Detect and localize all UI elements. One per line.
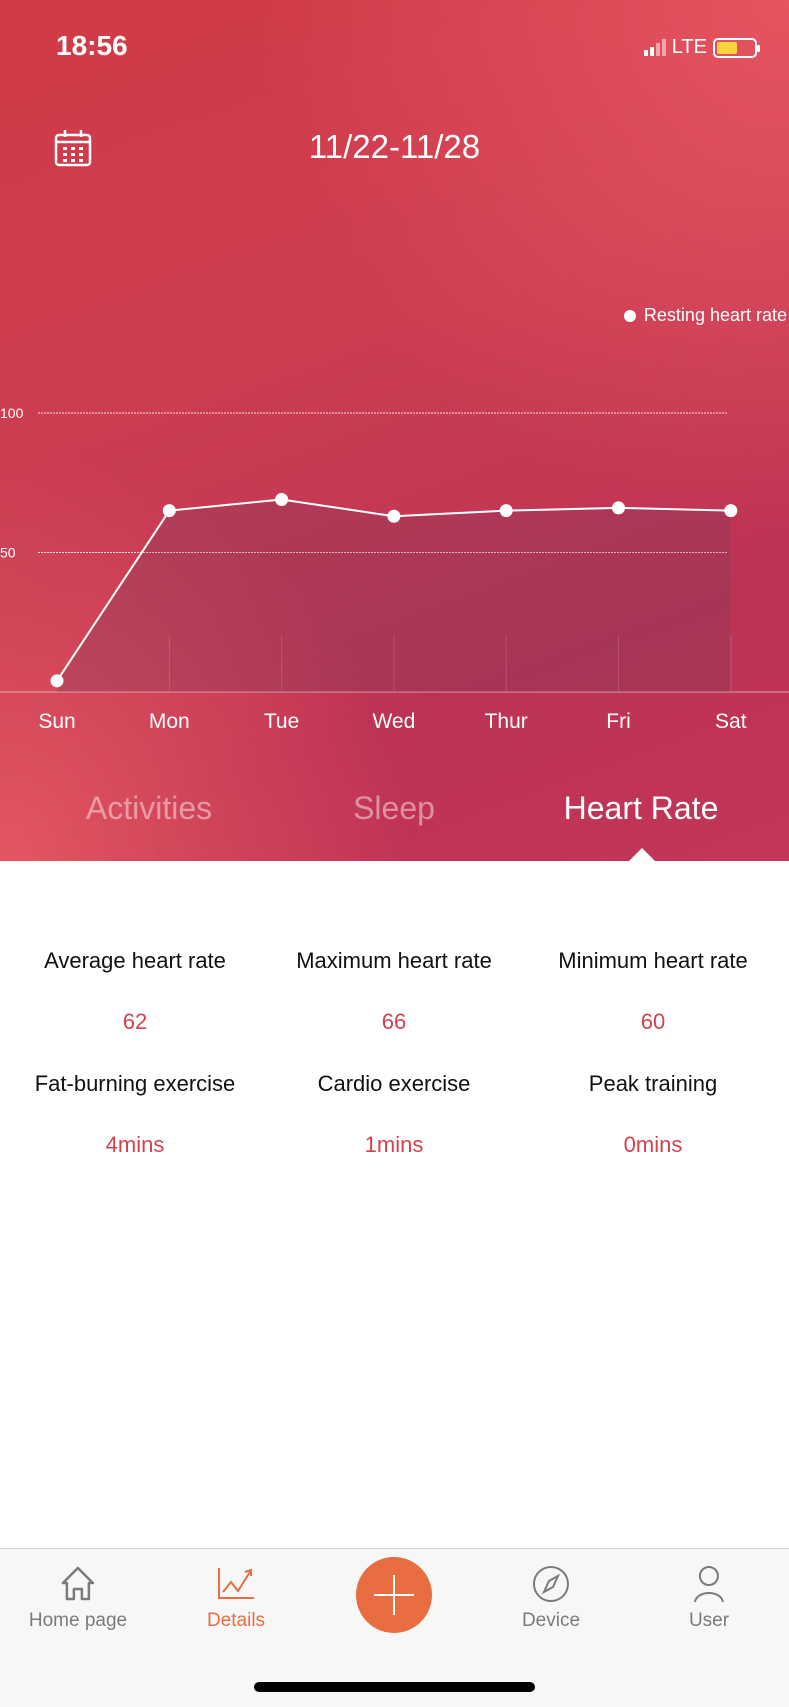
legend-label: Resting heart rate [643, 305, 787, 325]
heart-rate-chart: 100 50 Sun Mon Tue Wed Thur Fri Sat [0, 405, 789, 733]
stat-label: Peak training [588, 1071, 718, 1096]
active-tab-pointer [629, 848, 655, 861]
y-tick-label: 50 [0, 545, 16, 561]
tab-activities[interactable]: Activities [85, 790, 213, 826]
nav-label: Details [206, 1610, 266, 1631]
nav-label: Home page [28, 1610, 128, 1631]
nav-home[interactable]: Home page [29, 1564, 127, 1632]
stat-value: 0mins [623, 1132, 683, 1157]
x-tick-label: Sat [715, 710, 747, 733]
chart-icon [217, 1568, 254, 1599]
x-tick-label: Mon [149, 710, 190, 733]
stat-label: Minimum heart rate [558, 948, 748, 973]
network-label: LTE [671, 36, 707, 58]
x-tick-label: Sun [38, 710, 75, 733]
calendar-icon[interactable] [54, 129, 92, 167]
chart-legend: Resting heart rate [623, 305, 787, 326]
stat-label: Fat-burning exercise [34, 1071, 236, 1096]
stat-value: 1mins [364, 1132, 424, 1157]
x-tick-label: Wed [372, 710, 415, 733]
nav-device[interactable]: Device [522, 1564, 580, 1632]
add-button[interactable] [356, 1557, 432, 1633]
tab-heart-rate[interactable]: Heart Rate [563, 790, 719, 826]
compass-icon [532, 1566, 569, 1602]
data-point [724, 504, 738, 518]
tab-sleep[interactable]: Sleep [353, 790, 435, 826]
data-point [50, 674, 64, 688]
home-icon [61, 1566, 95, 1601]
data-point [499, 504, 513, 518]
y-tick-label: 100 [0, 405, 24, 421]
battery-icon [713, 37, 760, 58]
home-indicator[interactable] [254, 1682, 535, 1692]
x-tick-label: Fri [606, 710, 631, 733]
signal-icon [643, 39, 666, 56]
status-icons: LTE [643, 36, 760, 59]
x-tick-label: Tue [264, 710, 299, 733]
data-point [387, 509, 401, 523]
nav-details[interactable]: Details [207, 1564, 265, 1632]
date-range[interactable]: 11/22-11/28 [308, 128, 481, 165]
stat-value: 66 [381, 1009, 407, 1034]
data-point [162, 504, 176, 518]
data-point [275, 492, 289, 506]
stat-value: 60 [640, 1009, 666, 1034]
legend-dot-icon [623, 309, 636, 322]
nav-label: Device [521, 1610, 581, 1631]
user-icon [694, 1566, 724, 1603]
stat-value: 4mins [105, 1132, 165, 1157]
header: 18:56 LTE 11/22-11/28 Resting heart rate… [0, 0, 789, 861]
stat-label: Maximum heart rate [296, 948, 492, 973]
status-time: 18:56 [56, 30, 128, 61]
stat-value: 62 [122, 1009, 148, 1034]
stat-label: Average heart rate [44, 948, 226, 973]
area-fill [57, 499, 731, 692]
nav-user[interactable]: User [689, 1564, 729, 1632]
stat-label: Cardio exercise [317, 1071, 471, 1096]
data-point [612, 501, 625, 515]
x-tick-label: Thur [485, 710, 528, 733]
nav-label: User [688, 1610, 730, 1631]
plus-icon [374, 1575, 414, 1615]
